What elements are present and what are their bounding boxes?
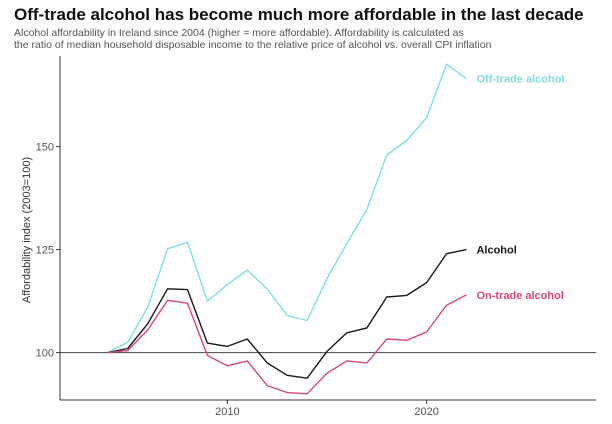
subtitle-line-1: Alcohol affordability in Ireland since 2… [14,27,464,39]
series-line-on-trade-alcohol [107,294,467,395]
series-label-off-trade-alcohol: Off-trade alcohol [476,74,564,86]
y-tick-label: 100 [36,348,54,360]
series-label-alcohol: Alcohol [476,245,516,257]
y-tick-label: 125 [36,245,54,257]
y-tick-label: 150 [36,142,54,154]
subtitle-line-2: the ratio of median household disposable… [14,39,492,51]
chart-title: Off-trade alcohol has become much more a… [14,5,584,24]
series-label-on-trade-alcohol: On-trade alcohol [476,290,563,302]
series-line-off-trade-alcohol [107,63,467,354]
series-line-alcohol [107,248,467,379]
x-tick-label: 2020 [414,406,438,418]
x-tick-label: 2010 [215,406,239,418]
chart-subtitle: Alcohol affordability in Ireland since 2… [14,27,594,51]
y-axis-label: Affordability index (2003=100) [21,157,33,303]
